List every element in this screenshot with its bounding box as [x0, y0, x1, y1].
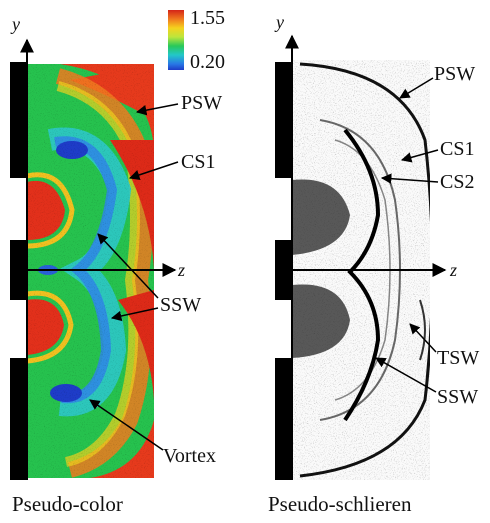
tsw-arrow-right [409, 323, 437, 353]
ssw-arrow-right [375, 357, 437, 393]
left-label-ssw: SSW [160, 294, 201, 316]
right-label-cs1: CS1 [440, 138, 474, 160]
right-y-axis-label: y [274, 12, 284, 32]
cs1-arrow-right [400, 149, 439, 163]
right-z-axis-label: z [449, 260, 457, 280]
left-z-axis-label: z [177, 260, 185, 280]
left-wall-segment-bottom [10, 358, 27, 480]
left-wall-segment-top [10, 62, 27, 178]
right-label-tsw: TSW [437, 347, 479, 369]
colorbar-min-label: 0.20 [190, 51, 225, 73]
colorbar-max-label: 1.55 [190, 7, 225, 29]
vortex-arrow [89, 399, 164, 451]
right-label-psw: PSW [434, 63, 475, 85]
right-wall-segment-bottom [275, 358, 292, 480]
psw-arrow-right [399, 77, 434, 99]
right-panel: y z PSW CS1 CS2 TSW SSW Pseudo-schlieren [268, 12, 479, 516]
right-wall-segment-top [275, 62, 292, 178]
left-panel: y z 1.55 0.20 PSW CS1 SSW Vortex Pseudo-… [10, 7, 225, 516]
right-caption: Pseudo-schlieren [268, 492, 412, 516]
left-caption: Pseudo-color [12, 492, 123, 516]
right-label-ssw: SSW [437, 386, 478, 408]
left-label-psw: PSW [181, 92, 222, 114]
psw-arrow-left [135, 103, 179, 116]
left-y-axis-label: y [10, 14, 20, 34]
right-label-cs2: CS2 [440, 171, 474, 193]
left-label-cs1: CS1 [181, 151, 215, 173]
colorbar [168, 10, 184, 70]
ssw-arrow-left-lower [110, 307, 159, 322]
left-label-vortex: Vortex [163, 445, 216, 467]
cs2-arrow-right [380, 173, 439, 184]
cs1-arrow-left [129, 161, 179, 180]
ssw-arrow-left-upper [97, 233, 159, 299]
